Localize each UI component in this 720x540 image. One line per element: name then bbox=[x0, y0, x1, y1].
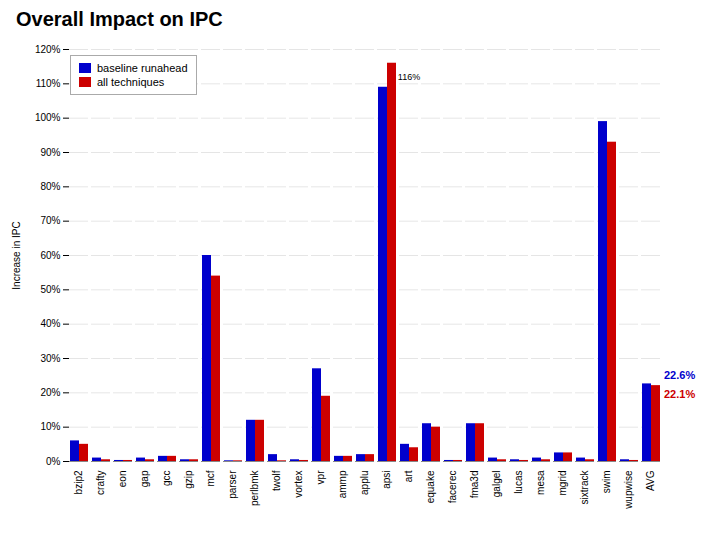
svg-text:galgel: galgel bbox=[491, 471, 502, 498]
svg-text:apsi: apsi bbox=[381, 471, 392, 489]
svg-text:gap: gap bbox=[139, 470, 150, 487]
svg-text:60%: 60% bbox=[40, 250, 60, 261]
svg-text:lucas: lucas bbox=[513, 471, 524, 494]
svg-text:facerec: facerec bbox=[447, 471, 458, 504]
svg-text:22.1%: 22.1% bbox=[664, 388, 695, 400]
svg-text:AVG: AVG bbox=[645, 470, 656, 491]
svg-text:120%: 120% bbox=[35, 44, 61, 55]
svg-text:116%: 116% bbox=[398, 72, 420, 82]
svg-text:20%: 20% bbox=[40, 387, 60, 398]
svg-text:perlbmk: perlbmk bbox=[249, 470, 260, 507]
svg-text:50%: 50% bbox=[40, 284, 60, 295]
svg-text:gzip: gzip bbox=[183, 470, 194, 489]
svg-text:sixtrack: sixtrack bbox=[579, 470, 590, 505]
svg-text:30%: 30% bbox=[40, 353, 60, 364]
svg-text:equake: equake bbox=[425, 470, 436, 503]
svg-text:0%: 0% bbox=[46, 456, 61, 467]
svg-text:art: art bbox=[403, 470, 414, 482]
svg-text:100%: 100% bbox=[35, 112, 61, 123]
html-text:Overall Impact on IPC: Overall Impact on IPC bbox=[16, 8, 223, 30]
svg-text:110%: 110% bbox=[36, 78, 61, 89]
svg-text:vpr: vpr bbox=[315, 470, 326, 485]
svg-text:mcf: mcf bbox=[205, 470, 216, 486]
svg-text:swim: swim bbox=[601, 471, 612, 494]
svg-text:Increase in IPC: Increase in IPC bbox=[11, 221, 22, 289]
svg-text:22.6%: 22.6% bbox=[664, 369, 695, 381]
svg-text:70%: 70% bbox=[40, 215, 60, 226]
svg-text:eon: eon bbox=[117, 471, 128, 488]
svg-text:fma3d: fma3d bbox=[469, 471, 480, 499]
html-text:baseline runahead: baseline runahead bbox=[97, 62, 188, 74]
svg-text:gcc: gcc bbox=[161, 471, 172, 487]
svg-text:vortex: vortex bbox=[293, 471, 304, 498]
svg-text:80%: 80% bbox=[40, 181, 60, 192]
html-text:all techniques: all techniques bbox=[97, 76, 165, 88]
svg-text:twolf: twolf bbox=[271, 470, 282, 491]
svg-text:wupwise: wupwise bbox=[623, 470, 634, 510]
svg-text:crafty: crafty bbox=[95, 471, 106, 495]
svg-text:parser: parser bbox=[227, 470, 238, 499]
svg-text:90%: 90% bbox=[40, 147, 60, 158]
svg-text:10%: 10% bbox=[40, 421, 60, 432]
svg-text:applu: applu bbox=[359, 471, 370, 495]
svg-text:mgrid: mgrid bbox=[557, 471, 568, 496]
svg-text:mesa: mesa bbox=[535, 470, 546, 495]
svg-text:bzip2: bzip2 bbox=[73, 470, 84, 494]
svg-text:40%: 40% bbox=[40, 318, 60, 329]
svg-text:ammp: ammp bbox=[337, 470, 348, 498]
